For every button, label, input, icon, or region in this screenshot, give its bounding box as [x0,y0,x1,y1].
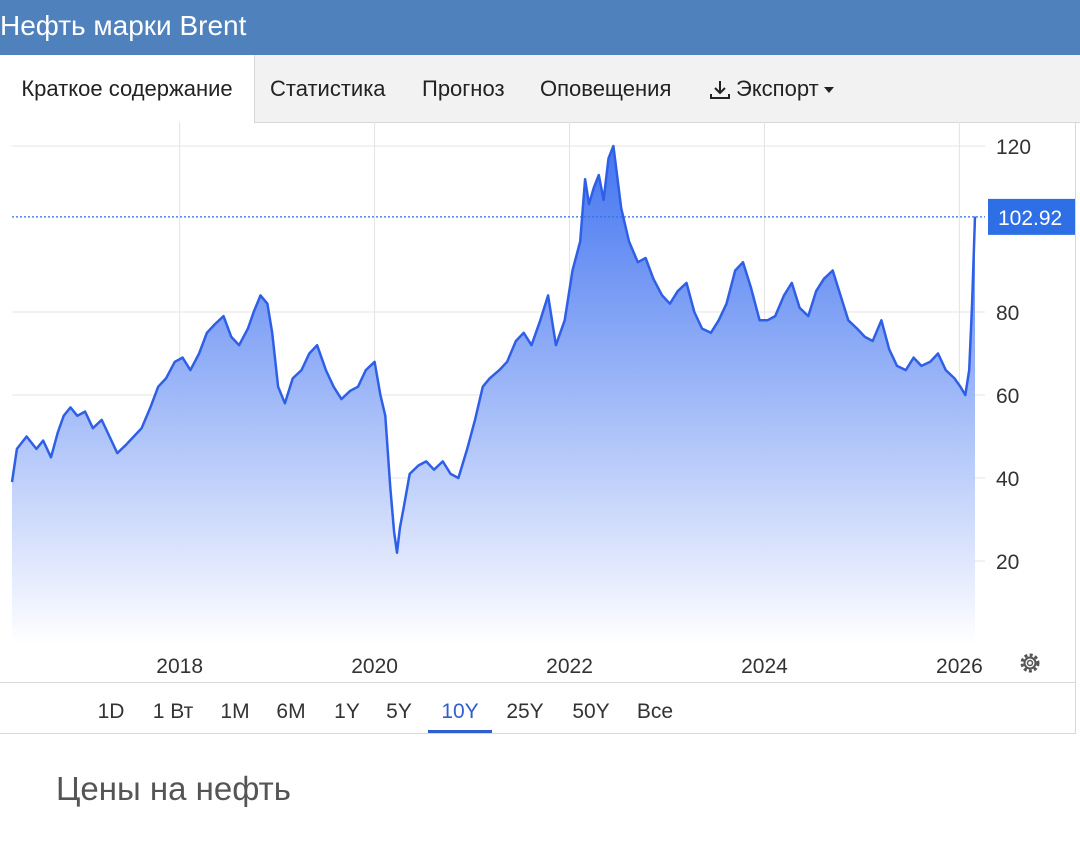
caption: Цены на нефть [56,770,291,807]
range-button-25y[interactable]: 25Y [506,700,544,723]
y-tick-label: 80 [996,302,1019,325]
series-area [12,146,975,644]
range-button-50y[interactable]: 50Y [572,700,610,723]
chart-svg: 20 40 60 80 120 102.92 2018 2020 2022 2024 2026 [10,122,1076,678]
chart-divider [0,682,1075,683]
last-value-badge [988,198,1076,235]
x-tick-label: 2020 [351,655,398,678]
range-button-1m[interactable]: 1M [220,700,250,723]
page-title: Нефть марки Brent [0,10,247,41]
header-bar: Нефть марки Brent [0,0,1080,55]
x-tick-label: 2024 [741,655,788,678]
range-button-5y[interactable]: 5Y [386,700,412,723]
tab-statistics[interactable]: Статистика [270,76,386,101]
last-value-label: 102.92 [998,207,1062,230]
caret-down-icon [823,87,834,94]
y-tick-label: 120 [996,136,1031,159]
tab-forecast[interactable]: Прогноз [422,76,505,101]
tab-export-label: Экспорт [736,76,819,101]
range-button-10y[interactable]: 10Y [428,683,492,733]
settings-gear-icon[interactable] [1020,653,1040,673]
series-line [10,144,977,554]
x-tick-label: 2018 [156,655,203,678]
tab-export[interactable]: Экспорт [708,55,835,122]
range-button-1d[interactable]: 1D [97,700,125,723]
range-button-6m[interactable]: 6M [276,700,306,723]
y-tick-label: 20 [996,551,1019,574]
y-tick-label: 40 [996,468,1019,491]
range-selector: 1D 1 Вт 1M 6M 1Y 5Y 10Y 25Y 50Y Все [0,683,1075,734]
tab-alerts[interactable]: Оповещения [540,76,672,101]
range-button-1y[interactable]: 1Y [334,700,360,723]
range-button-все[interactable]: Все [636,700,674,723]
x-tick-label: 2026 [936,655,983,678]
axis-divider [1075,122,1076,734]
y-tick-label: 60 [996,385,1019,408]
tab-summary[interactable]: Краткое содержание [0,55,255,123]
range-button-1-вт[interactable]: 1 Вт [152,700,194,723]
download-icon [710,81,730,100]
x-tick-label: 2022 [546,655,593,678]
price-chart[interactable]: 20 40 60 80 120 102.92 2018 2020 2022 2024 2026 [0,122,1080,682]
tab-bar: Краткое содержание Статистика Прогноз Оп… [0,55,1080,123]
